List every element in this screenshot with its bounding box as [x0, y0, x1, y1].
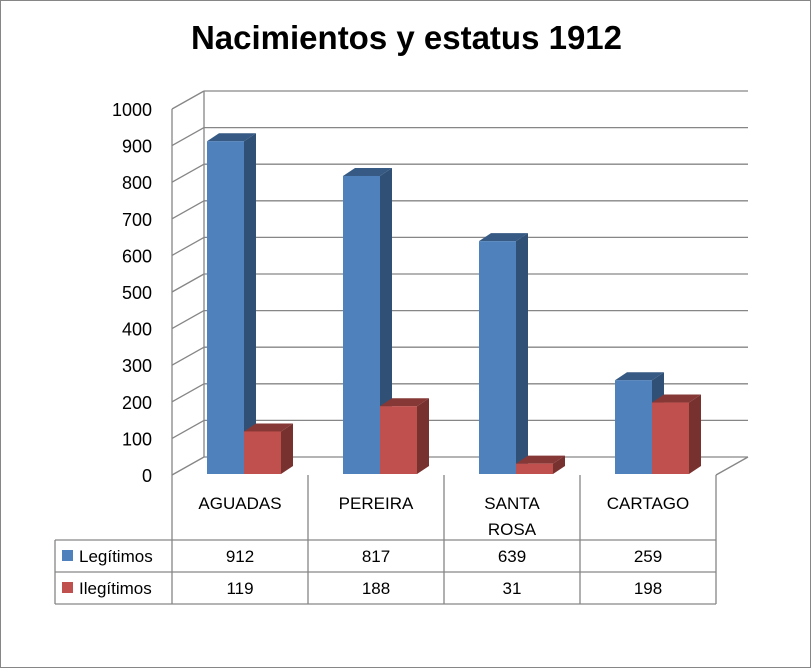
y-tick-label: 500: [122, 283, 152, 303]
bar-side: [244, 133, 256, 474]
data-value-label: 639: [498, 547, 526, 566]
y-tick-label: 0: [142, 466, 152, 486]
y-tick-label: 1000: [112, 100, 152, 120]
bar-top: [615, 372, 664, 381]
bar-top: [207, 133, 256, 142]
gridline-side: [171, 383, 205, 403]
data-value-label: 817: [362, 547, 390, 566]
x-tick-label: SANTA: [484, 494, 540, 513]
y-tick-label: 200: [122, 393, 152, 413]
x-tick-label: AGUADAS: [198, 494, 281, 513]
bar-top: [516, 455, 565, 464]
bar: [516, 463, 553, 474]
legend-key: [62, 582, 73, 593]
y-tick-label: 100: [122, 429, 152, 449]
data-value-label: 188: [362, 579, 390, 598]
gridline-side: [171, 200, 205, 220]
bar-side: [380, 167, 392, 474]
legend-label: Ilegítimos: [79, 579, 152, 598]
gridline-side: [171, 419, 205, 439]
bar: [479, 241, 516, 474]
gridline-side: [171, 236, 205, 256]
data-value-label: 31: [503, 579, 522, 598]
data-value-label: 198: [634, 579, 662, 598]
x-tick-label: ROSA: [488, 520, 537, 539]
bar: [652, 402, 689, 474]
data-table-grid: [54, 475, 717, 605]
bar-top: [652, 394, 701, 403]
x-tick-label: CARTAGO: [607, 494, 690, 513]
x-tick-label: PEREIRA: [339, 494, 414, 513]
data-value-label: 119: [226, 579, 253, 598]
bars-group: [207, 133, 701, 474]
y-tick-label: 700: [122, 210, 152, 230]
gridline-side: [171, 310, 205, 330]
gridline-side: [171, 273, 205, 293]
bar-top: [244, 423, 293, 432]
bar: [615, 380, 652, 474]
bar-side: [281, 423, 293, 474]
y-tick-label: 400: [122, 320, 152, 340]
gridline-side: [171, 90, 205, 110]
chart-title: Nacimientos y estatus 1912: [190, 19, 623, 56]
legend-key: [62, 550, 73, 561]
gridline-side: [171, 127, 205, 147]
gridline-side: [171, 163, 205, 183]
gridline-side: [171, 456, 205, 476]
legend-label: Legítimos: [79, 547, 153, 566]
y-tick-label: 900: [122, 137, 152, 157]
y-tick-label: 300: [122, 356, 152, 376]
floor-right-edge: [715, 456, 749, 476]
bar: [244, 431, 281, 474]
bar-side: [516, 233, 528, 474]
bar-top: [343, 167, 392, 176]
bar-top: [479, 233, 528, 242]
data-value-label: 912: [226, 547, 254, 566]
y-tick-label: 800: [122, 173, 152, 193]
gridline-side: [171, 346, 205, 366]
bar-top: [380, 398, 429, 407]
bar-side: [553, 455, 565, 474]
bar: [380, 406, 417, 474]
bar-side: [689, 394, 701, 474]
bar: [207, 141, 244, 474]
data-value-label: 259: [634, 547, 662, 566]
bar: [343, 175, 380, 474]
bar-side: [417, 398, 429, 474]
y-tick-label: 600: [122, 246, 152, 266]
